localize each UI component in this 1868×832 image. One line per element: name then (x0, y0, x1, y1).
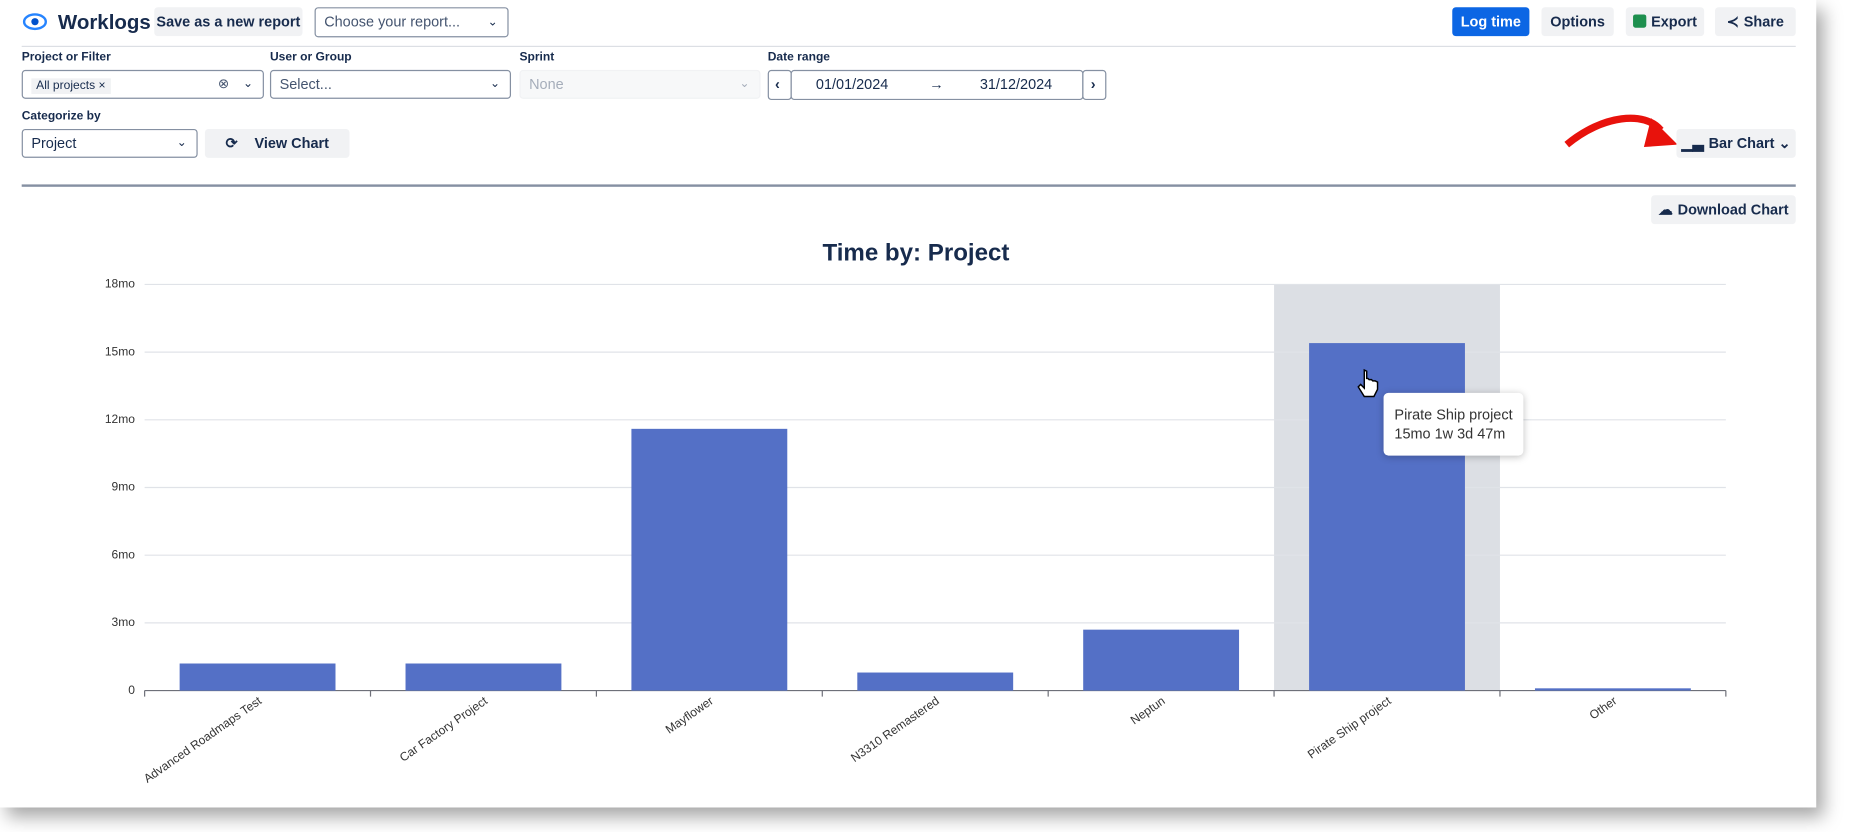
date-from: 01/01/2024 (815, 75, 889, 93)
download-button[interactable]: ☁ Download Chart (1651, 195, 1796, 225)
bar-icon: ▁▃ (1681, 134, 1704, 152)
x-tick-label: Neptun (1128, 694, 1168, 728)
share-text: Share (1743, 13, 1784, 31)
download-text: Download Chart (1677, 201, 1789, 219)
arrow-icon: → (929, 75, 944, 93)
log-time-button[interactable]: Log time (1452, 7, 1530, 37)
sprint-text: None (529, 75, 564, 93)
y-tick-label: 12mo (105, 412, 135, 426)
prev-button[interactable]: ‹ (767, 69, 792, 101)
divider (21, 45, 1796, 48)
tooltip-value: 15mo 1w 3d 47m (1394, 425, 1506, 443)
chevron: ⌄ (739, 77, 750, 91)
date-to: 31/12/2024 (979, 75, 1053, 93)
y-tick-label: 6mo (112, 547, 136, 561)
user-select[interactable]: Select... ⌄ (269, 69, 512, 99)
share-button[interactable]: ≺ Share (1714, 7, 1796, 37)
cursor (1357, 368, 1379, 398)
divider (21, 184, 1796, 187)
bar (1534, 688, 1691, 691)
x-tick-label: Pirate Ship project (1305, 693, 1394, 761)
save-button[interactable]: Save as a new report (154, 7, 303, 37)
filter-label: Project or Filter (21, 50, 111, 64)
sprint-select: None ⌄ (519, 69, 761, 99)
filter-label: Sprint (519, 50, 555, 64)
y-tick-label: 18mo (105, 277, 135, 291)
chip-text: All projects (36, 79, 96, 93)
excel-icon (1633, 14, 1647, 28)
chevron: ⌄ (242, 77, 254, 91)
next-button[interactable]: › (1082, 69, 1107, 101)
bar (631, 428, 788, 691)
y-tick-label: 15mo (105, 344, 135, 358)
filter-label: Categorize by (21, 109, 101, 123)
y-tick-label: 0 (128, 683, 135, 697)
date-range[interactable]: 01/01/2024 → 31/12/2024 (790, 69, 1084, 101)
report-select-text: Choose your report... (324, 13, 461, 31)
chevron: ⌄ (487, 15, 498, 29)
tooltip: Pirate Ship project 15mo 1w 3d 47m (1383, 392, 1524, 456)
cloud-icon: ☁ (1658, 201, 1673, 219)
bar (857, 672, 1014, 691)
tooltip-label: Pirate Ship project (1394, 406, 1513, 424)
chevron: ⌄ (490, 77, 501, 91)
export-button[interactable]: Export (1625, 7, 1705, 37)
view-chart-text: View Chart (254, 134, 329, 152)
options-button[interactable]: Options (1541, 7, 1614, 37)
app-title: Worklogs (57, 10, 151, 34)
categorize-text: Project (31, 134, 77, 152)
clear-icon: ⊗ (217, 77, 229, 92)
user-text: Select... (279, 75, 332, 93)
view-chart-button[interactable]: ⟳ View Chart (204, 128, 350, 158)
x-tick-label: Mayflower (663, 694, 716, 737)
project-chip: All projects × (31, 78, 111, 95)
filter-label: Date range (767, 50, 831, 64)
bar (405, 663, 562, 691)
report-select[interactable]: Choose your report... ⌄ (314, 7, 509, 38)
app-logo (22, 13, 48, 31)
y-tick-label: 9mo (112, 480, 136, 494)
project-select[interactable]: All projects × ⊗ ⌄ (21, 69, 264, 99)
arrow-head (1643, 118, 1678, 148)
chart-type-text: Bar Chart (1708, 134, 1775, 152)
filter-label: User or Group (269, 50, 352, 64)
x-tick-label: Advanced Roadmaps Test (141, 693, 265, 785)
bar (1083, 629, 1240, 691)
bar (179, 663, 336, 691)
x-tick-label: Car Factory Project (397, 693, 491, 764)
chevron: ⌄ (176, 136, 187, 150)
export-text: Export (1651, 13, 1697, 31)
refresh-icon: ⟳ (225, 134, 238, 152)
x-tick-label: Other (1587, 694, 1620, 723)
y-tick-label: 3mo (112, 615, 136, 629)
categorize-select[interactable]: Project ⌄ (21, 128, 198, 158)
chart-type-button[interactable]: ▁▃ Bar Chart ⌄ (1676, 128, 1796, 158)
chart-title: Time by: Project (822, 240, 1009, 267)
x-tick-label: N3310 Remastered (848, 694, 942, 765)
share-icon: ≺ (1726, 13, 1739, 31)
